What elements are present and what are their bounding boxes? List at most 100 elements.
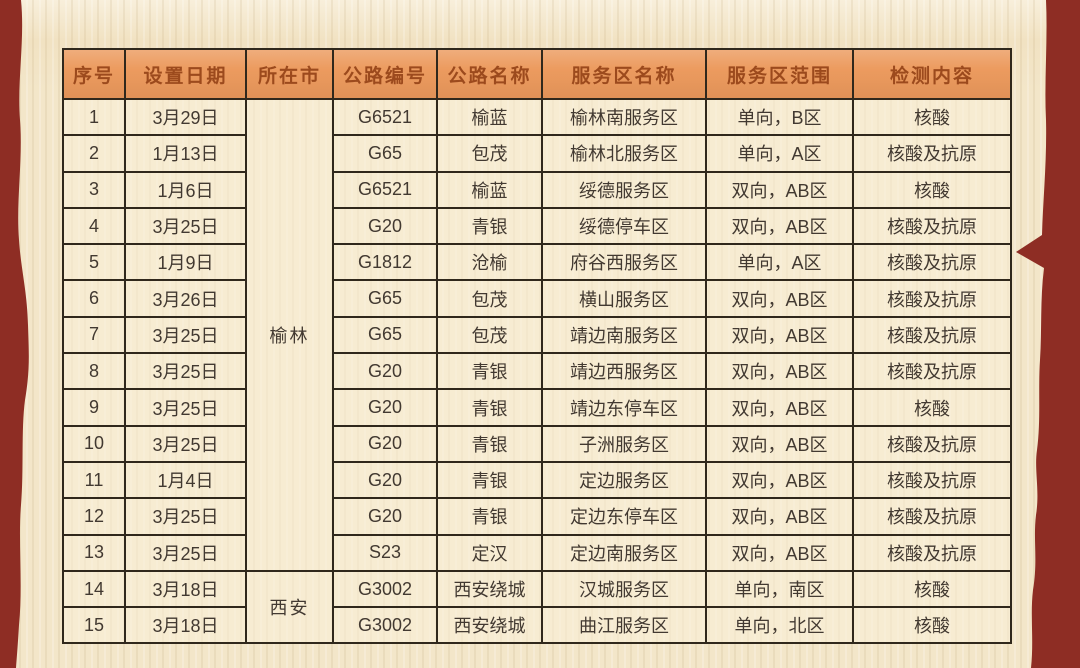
table-row: 15 3月18日 G3002 西安绕城 曲江服务区 单向，北区 核酸	[62, 606, 1012, 645]
cell-code: G20	[332, 352, 438, 391]
cell-area: 横山服务区	[541, 279, 707, 318]
table-row: 13 3月25日 S23 定汉 定边南服务区 双向，AB区 核酸及抗原	[62, 533, 1012, 572]
cell-date: 1月4日	[124, 460, 247, 500]
cell-road: 青银	[436, 352, 543, 391]
cell-scope: 双向，AB区	[705, 424, 854, 463]
cell-area: 靖边南服务区	[541, 315, 707, 355]
cell-scope: 双向，AB区	[705, 352, 854, 391]
cell-test: 核酸及抗原	[852, 315, 1012, 355]
cell-area: 汉城服务区	[541, 569, 707, 609]
cell-area: 定边南服务区	[541, 533, 707, 572]
cell-test: 核酸	[852, 170, 1012, 209]
service-area-table: 序号 设置日期 所在市 公路编号 公路名称 服务区名称 服务区范围 检测内容 1…	[62, 48, 1012, 645]
table-row: 4 3月25日 G20 青银 绥德停车区 双向，AB区 核酸及抗原	[62, 206, 1012, 246]
cell-no: 4	[62, 206, 126, 246]
cell-code: G20	[332, 424, 438, 463]
cell-code: G65	[332, 315, 438, 355]
column-header-road: 公路名称	[436, 48, 543, 100]
cell-date: 3月18日	[124, 569, 247, 609]
cell-scope: 双向，AB区	[705, 460, 854, 500]
cell-code: G3002	[332, 569, 438, 609]
cell-test: 核酸及抗原	[852, 279, 1012, 318]
cell-area: 绥德服务区	[541, 170, 707, 209]
cell-road: 青银	[436, 388, 543, 427]
column-header-code: 公路编号	[332, 48, 438, 100]
table-row: 7 3月25日 G65 包茂 靖边南服务区 双向，AB区 核酸及抗原	[62, 315, 1012, 355]
cell-date: 3月25日	[124, 424, 247, 463]
cell-road: 榆蓝	[436, 170, 543, 209]
cell-test: 核酸及抗原	[852, 352, 1012, 391]
cell-test: 核酸及抗原	[852, 243, 1012, 282]
cell-date: 3月25日	[124, 497, 247, 536]
cell-no: 9	[62, 388, 126, 427]
cell-code: G20	[332, 460, 438, 500]
cell-test: 核酸及抗原	[852, 134, 1012, 173]
cell-date: 1月6日	[124, 170, 247, 209]
cell-area: 定边东停车区	[541, 497, 707, 536]
cell-no: 7	[62, 315, 126, 355]
cell-road: 包茂	[436, 134, 543, 173]
cell-test: 核酸及抗原	[852, 206, 1012, 246]
cell-area: 靖边西服务区	[541, 352, 707, 391]
cell-area: 靖边东停车区	[541, 388, 707, 427]
cell-road: 青银	[436, 206, 543, 246]
cell-test: 核酸及抗原	[852, 533, 1012, 572]
cell-area: 绥德停车区	[541, 206, 707, 246]
cell-area: 府谷西服务区	[541, 243, 707, 282]
cell-scope: 双向，AB区	[705, 206, 854, 246]
cell-test: 核酸及抗原	[852, 424, 1012, 463]
cell-code: G65	[332, 279, 438, 318]
cell-scope: 单向，B区	[705, 97, 854, 137]
cell-no: 6	[62, 279, 126, 318]
cell-no: 5	[62, 243, 126, 282]
cell-no: 11	[62, 460, 126, 500]
torn-paper-edge-left	[0, 0, 40, 668]
cell-code: G20	[332, 388, 438, 427]
cell-code: G3002	[332, 606, 438, 645]
cell-code: G20	[332, 497, 438, 536]
table-row: 5 1月9日 G1812 沧榆 府谷西服务区 单向，A区 核酸及抗原	[62, 243, 1012, 282]
cell-code: G1812	[332, 243, 438, 282]
cell-city: 西安	[245, 569, 334, 645]
cell-road: 西安绕城	[436, 606, 543, 645]
cell-no: 1	[62, 97, 126, 137]
cell-test: 核酸及抗原	[852, 460, 1012, 500]
cell-code: S23	[332, 533, 438, 572]
cell-city: 榆林	[245, 98, 334, 572]
cell-no: 13	[62, 533, 126, 572]
cell-scope: 单向，A区	[705, 134, 854, 173]
cell-road: 西安绕城	[436, 569, 543, 609]
cell-road: 青银	[436, 497, 543, 536]
cell-date: 3月25日	[124, 388, 247, 427]
cell-area: 榆林南服务区	[541, 97, 707, 137]
cell-no: 14	[62, 569, 126, 609]
header-row: 序号 设置日期 所在市 公路编号 公路名称 服务区名称 服务区范围 检测内容	[62, 48, 1012, 100]
cell-road: 包茂	[436, 279, 543, 318]
cell-road: 包茂	[436, 315, 543, 355]
cell-code: G65	[332, 134, 438, 173]
cell-road: 青银	[436, 424, 543, 463]
column-header-scope: 服务区范围	[705, 48, 854, 100]
cell-scope: 单向，北区	[705, 606, 854, 645]
cell-code: G6521	[332, 97, 438, 137]
table-row: 8 3月25日 G20 青银 靖边西服务区 双向，AB区 核酸及抗原	[62, 352, 1012, 391]
cell-road: 沧榆	[436, 243, 543, 282]
table-row: 10 3月25日 G20 青银 子洲服务区 双向，AB区 核酸及抗原	[62, 424, 1012, 463]
cell-area: 榆林北服务区	[541, 134, 707, 173]
cell-scope: 双向，AB区	[705, 388, 854, 427]
cell-road: 定汉	[436, 533, 543, 572]
cell-test: 核酸及抗原	[852, 497, 1012, 536]
table-row: 1 3月29日 榆林 G6521 榆蓝 榆林南服务区 单向，B区 核酸	[62, 97, 1012, 572]
column-header-city: 所在市	[245, 48, 334, 100]
cell-date: 3月18日	[124, 606, 247, 645]
table-row: 9 3月25日 G20 青银 靖边东停车区 双向，AB区 核酸	[62, 388, 1012, 427]
cell-date: 3月29日	[124, 97, 247, 137]
cell-date: 3月25日	[124, 533, 247, 572]
column-header-date: 设置日期	[124, 48, 247, 100]
cell-road: 青银	[436, 460, 543, 500]
column-header-area: 服务区名称	[541, 48, 707, 100]
cell-date: 1月9日	[124, 243, 247, 282]
cell-code: G20	[332, 206, 438, 246]
cell-road: 榆蓝	[436, 97, 543, 137]
cell-no: 15	[62, 606, 126, 645]
